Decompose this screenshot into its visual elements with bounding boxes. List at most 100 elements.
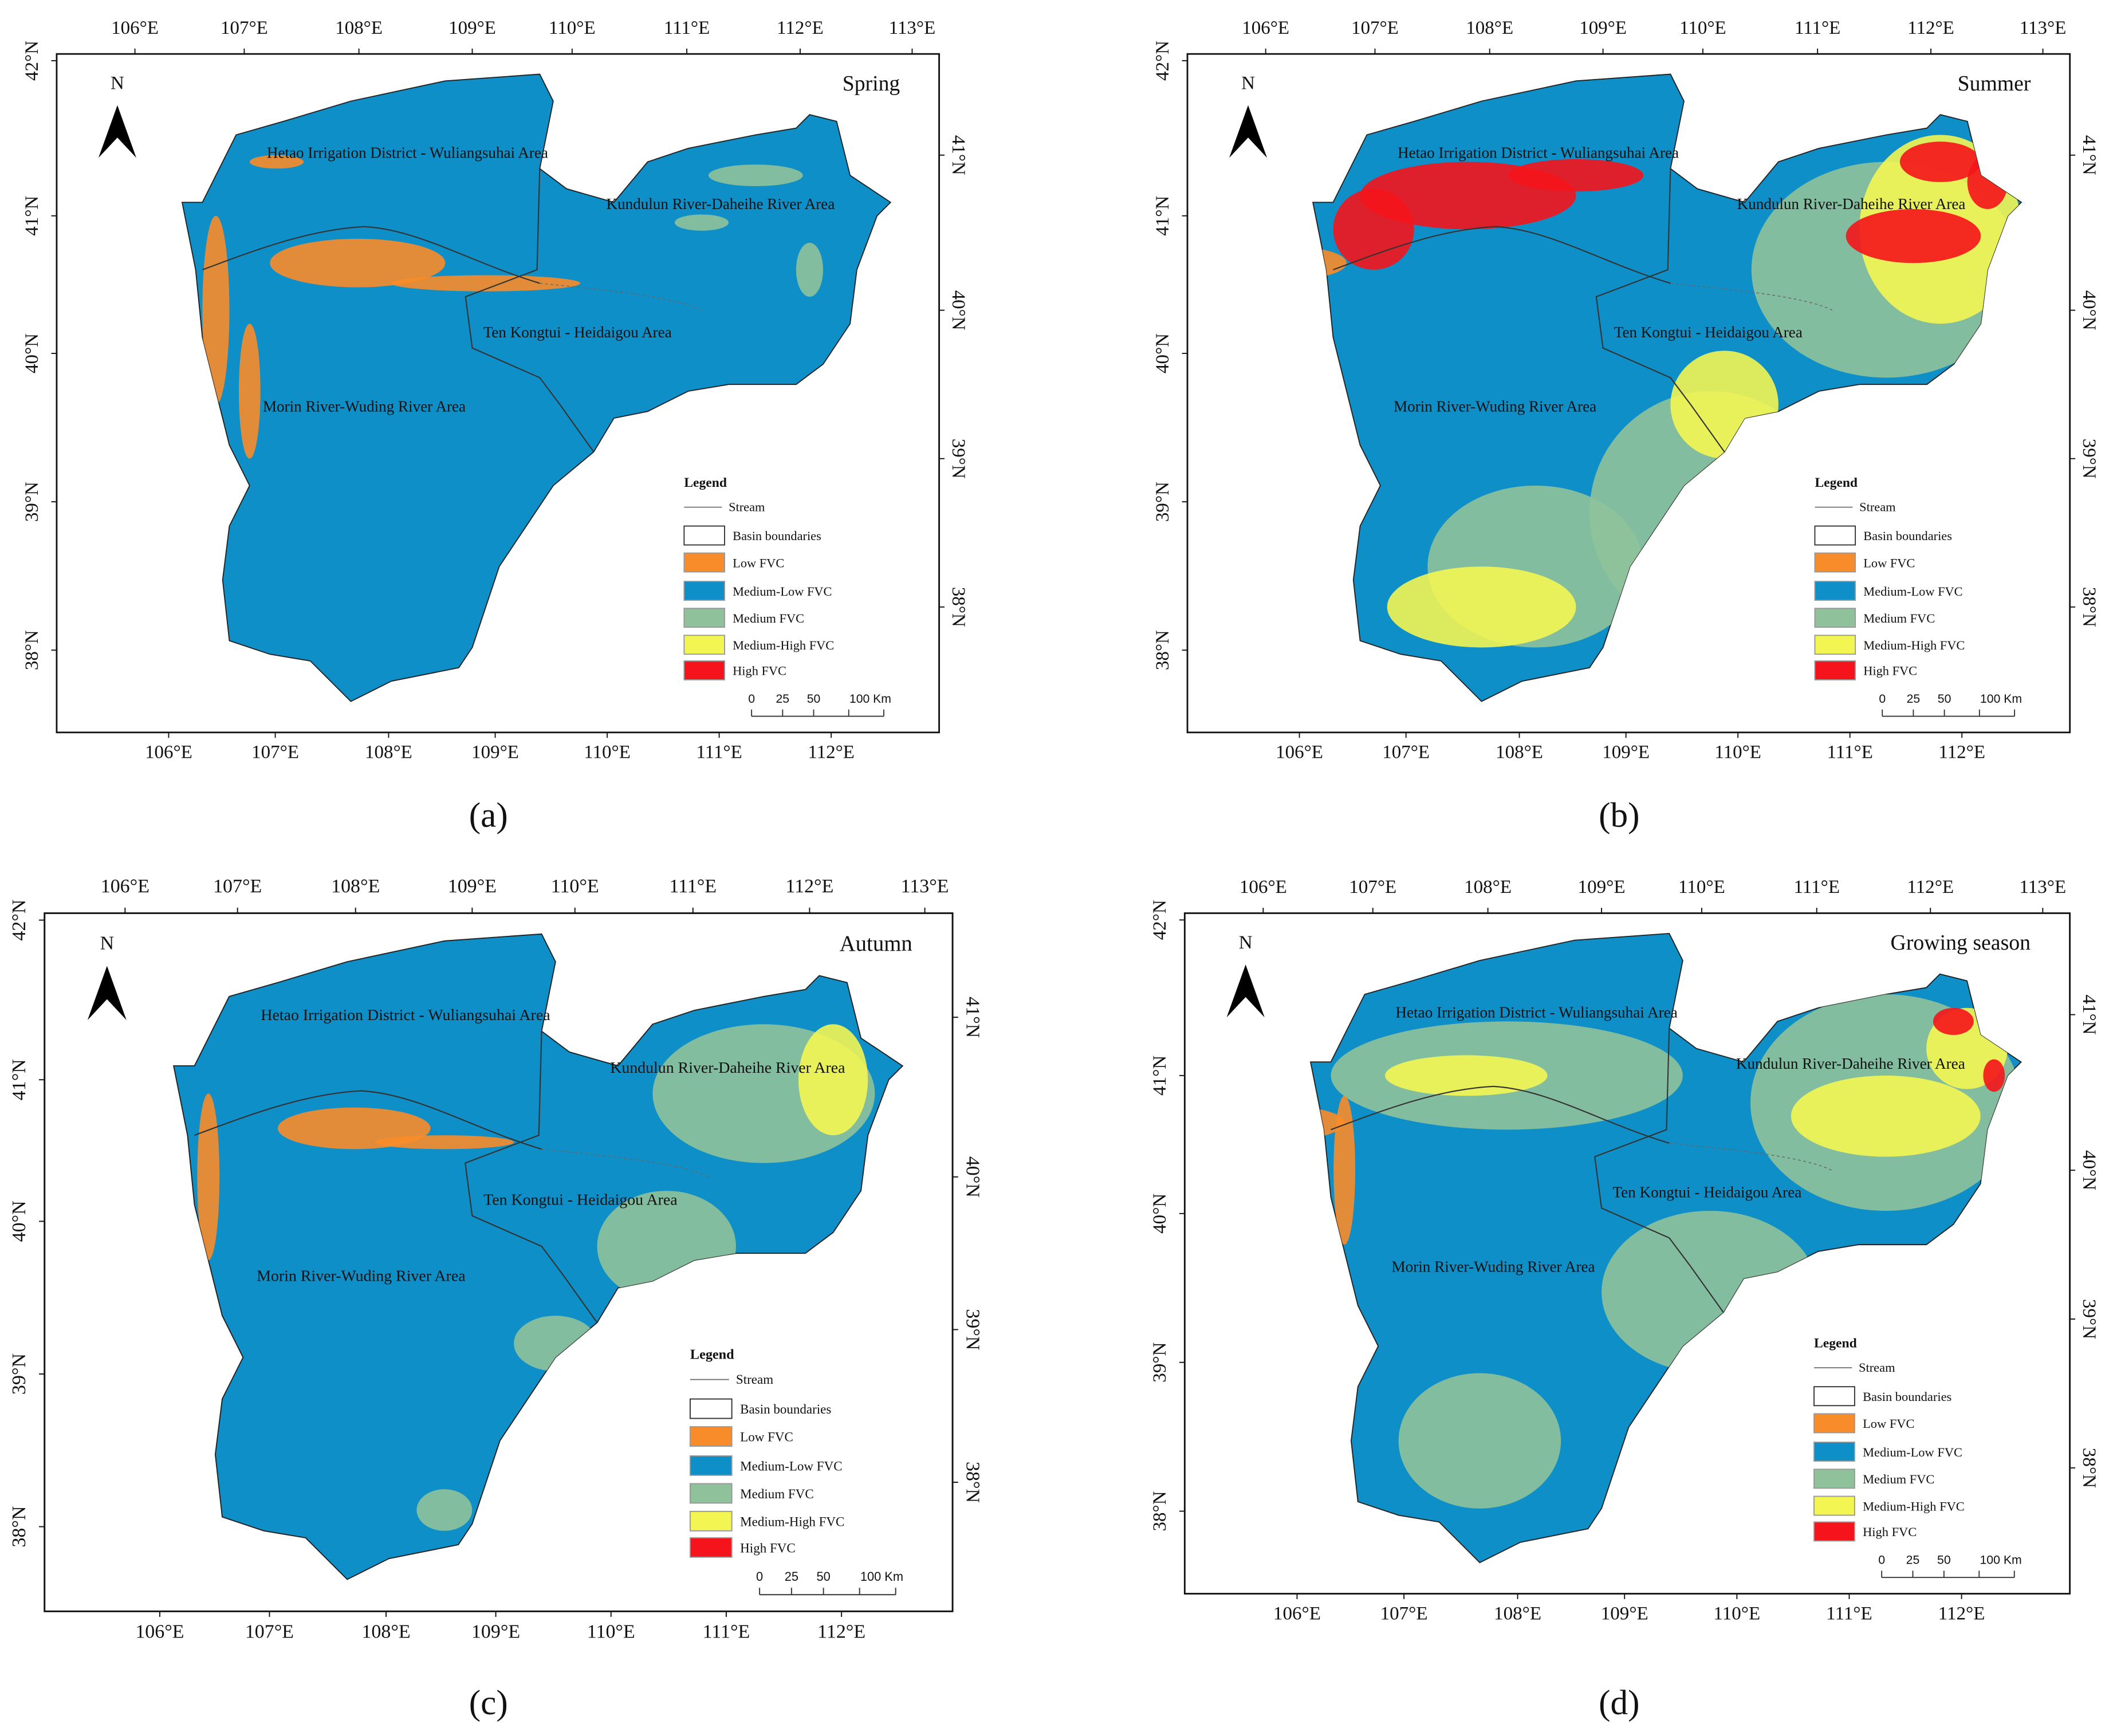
lat-label-left: 40°N	[22, 333, 42, 373]
region-label-tenkongtui: Ten Kongtui - Heidaigou Area	[1614, 324, 1803, 341]
legend-title: Legend	[1815, 475, 1858, 490]
north-arrow-icon	[1226, 965, 1265, 1018]
legend-swatch-medium	[1814, 608, 1856, 628]
legend-swatch-medium-high	[683, 635, 725, 655]
lon-label-bottom: 106°E	[1276, 742, 1323, 763]
fvc-patch-medium-high	[1791, 1075, 1981, 1157]
lon-label-top: 108°E	[335, 18, 383, 38]
lon-label-top: 112°E	[785, 876, 833, 897]
fvc-patch-high	[1899, 141, 1981, 182]
legend-swatch-low	[689, 1426, 733, 1447]
lon-label-bottom: 110°E	[1714, 742, 1761, 763]
lon-label-top: 113°E	[901, 876, 949, 897]
scale-label: 25	[776, 692, 790, 706]
lon-label-top: 109°E	[1579, 18, 1627, 38]
lon-label-bottom: 111°E	[696, 742, 742, 763]
lat-label-left: 38°N	[1152, 630, 1173, 670]
lon-label-top: 108°E	[1464, 877, 1512, 897]
lat-label-left: 42°N	[9, 900, 30, 941]
stream	[540, 282, 702, 311]
lon-label-top: 108°E	[331, 876, 380, 897]
lat-label-right: 40°N	[2079, 1150, 2099, 1190]
lon-label-bottom: 108°E	[1494, 1603, 1541, 1624]
legend-label-medium: Medium FVC	[1863, 611, 1935, 625]
legend-swatch-low	[683, 552, 725, 573]
stream	[541, 1148, 709, 1178]
lon-label-top: 111°E	[1793, 877, 1840, 897]
fvc-patch-medium	[796, 242, 823, 297]
stream	[1669, 1143, 1832, 1171]
lon-label-bottom: 111°E	[1826, 1603, 1872, 1624]
fvc-patch-medium-high	[1387, 566, 1576, 648]
region-label-kundulun: Kundulun River-Daheihe River Area	[1736, 1055, 1965, 1072]
lat-label-left: 39°N	[1150, 1342, 1170, 1382]
legend-swatch-medium-high	[1814, 635, 1856, 655]
region-label-hetao: Hetao Irrigation District - Wuliangsuhai…	[267, 144, 548, 162]
lon-label-top: 106°E	[101, 876, 149, 897]
lat-label-right: 40°N	[962, 1156, 983, 1198]
north-label: N	[111, 73, 124, 93]
legend-label-medium: Medium FVC	[1863, 1472, 1934, 1486]
legend-label-low: Low FVC	[740, 1429, 793, 1444]
lon-label-bottom: 110°E	[1713, 1603, 1760, 1624]
lon-label-top: 107°E	[1351, 18, 1399, 38]
lat-label-right: 38°N	[2079, 1448, 2099, 1488]
lon-label-top: 106°E	[1242, 18, 1289, 38]
stream	[1670, 282, 1833, 311]
lat-label-right: 38°N	[962, 1462, 983, 1503]
lon-label-bottom: 109°E	[471, 1621, 520, 1642]
fvc-patch-high	[1333, 188, 1414, 270]
legend-label-medium-low: Medium-Low FVC	[740, 1458, 842, 1473]
lon-label-bottom: 109°E	[471, 742, 519, 763]
basin-boundary	[1333, 226, 1671, 284]
fvc-patch-low	[197, 1093, 220, 1261]
region-label-kundulun: Kundulun River-Daheihe River Area	[610, 1059, 845, 1077]
lon-label-bottom: 106°E	[1273, 1603, 1321, 1624]
lat-label-left: 40°N	[1150, 1194, 1170, 1234]
legend-swatch-basin	[683, 525, 725, 546]
lat-label-left: 41°N	[22, 196, 42, 236]
legend-label-medium-high: Medium-High FVC	[733, 638, 834, 652]
legend-stream-label: Stream	[1859, 500, 1896, 514]
basin-region	[181, 73, 892, 702]
lat-label-right: 41°N	[2079, 994, 2099, 1034]
lon-label-top: 113°E	[2019, 877, 2066, 897]
legend-label-basin: Basin boundaries	[1863, 1389, 1951, 1404]
panel-label-c: (c)	[469, 1683, 508, 1722]
scale-label: 100 Km	[1980, 692, 2022, 706]
legend-title: Legend	[684, 475, 727, 490]
lat-label-right: 39°N	[2079, 439, 2099, 479]
lat-label-right: 41°N	[948, 135, 969, 175]
lon-label-top: 107°E	[213, 876, 262, 897]
lon-label-top: 112°E	[777, 18, 824, 38]
basin-boundary	[194, 1090, 542, 1150]
legend-label-medium-high: Medium-High FVC	[1863, 638, 1965, 652]
legend-swatch-medium-low	[1813, 1442, 1855, 1462]
scale-label: 100 Km	[860, 1569, 903, 1584]
legend-label-basin: Basin boundaries	[1863, 529, 1952, 543]
legend-label-medium-high: Medium-High FVC	[1863, 1499, 1965, 1513]
fvc-patch-medium	[416, 1489, 473, 1531]
legend-label-high: High FVC	[1863, 664, 1917, 678]
legend-swatch-medium	[1813, 1469, 1855, 1489]
lat-label-right: 41°N	[2079, 135, 2099, 175]
season-title: Autumn	[840, 931, 912, 956]
lat-label-left: 38°N	[9, 1506, 30, 1548]
lat-label-left: 38°N	[1150, 1491, 1170, 1531]
legend-label-high: High FVC	[1863, 1525, 1917, 1539]
lon-label-top: 111°E	[669, 876, 717, 897]
legend-label-low: Low FVC	[733, 556, 784, 570]
lon-label-bottom: 110°E	[584, 742, 631, 763]
fvc-patch-medium	[708, 164, 803, 187]
lon-label-bottom: 106°E	[135, 1621, 184, 1642]
lon-label-top: 107°E	[1349, 877, 1396, 897]
basin-boundary	[202, 226, 540, 284]
legend-swatch-basin	[1813, 1386, 1855, 1407]
lon-label-bottom: 111°E	[703, 1621, 750, 1642]
lon-label-top: 111°E	[664, 18, 710, 38]
scale-label: 0	[748, 692, 755, 706]
lon-label-top: 107°E	[221, 18, 268, 38]
map-panel-a: 106°E 107°E 108°E 109°E 110°E 111°E 112°E 113°E…	[22, 18, 969, 763]
scale-bar: 0 25 50 100 Km	[1879, 692, 2022, 717]
